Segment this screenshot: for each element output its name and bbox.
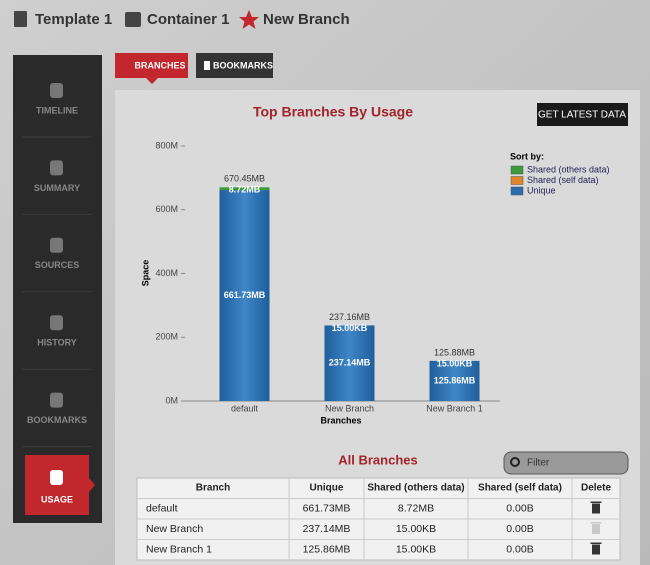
total-label: 125.88MB <box>434 347 475 357</box>
column-header: Shared (others data) <box>367 483 464 494</box>
cell: New Branch <box>146 523 203 535</box>
nav-icon <box>50 237 63 253</box>
column-header: Delete <box>581 483 611 494</box>
bar-segment <box>429 360 480 401</box>
column-header: Unique <box>310 483 344 494</box>
column-header: Shared (self data) <box>478 483 562 494</box>
legend-label[interactable]: Unique <box>527 185 556 195</box>
button[interactable] <box>537 103 628 126</box>
crumb[interactable]: Template 1 <box>35 11 112 28</box>
y-tick-label: 800M <box>155 140 178 150</box>
y-tick-label: 200M <box>155 332 178 342</box>
sidebar-items: TIMELINE SUMMARY SOURCES HISTORY BOOKMARKS US… <box>22 83 95 515</box>
crumb[interactable]: New Branch <box>263 11 350 28</box>
cell: New Branch 1 <box>146 544 212 556</box>
nav-icon <box>50 160 63 176</box>
bar-segment <box>219 190 270 401</box>
column-header: Branch <box>196 483 230 494</box>
value-label: 661.73MB <box>224 290 266 300</box>
legend-swatch <box>510 176 524 185</box>
x-tick-label: New Branch <box>325 403 374 413</box>
delete-icon-lid <box>590 542 602 544</box>
value-label: 15.00KB <box>437 358 473 368</box>
x-axis-label: Branches <box>320 415 361 425</box>
value-label: 15.00KB <box>332 323 368 333</box>
value-label: 125.86MB <box>434 375 476 385</box>
value-label: 8.72MB <box>229 185 261 195</box>
tab-pointer <box>146 78 158 84</box>
cell: 125.86MB <box>303 544 351 556</box>
nav-label[interactable]: HISTORY <box>37 338 77 348</box>
y-tick-label: 0M <box>165 395 178 405</box>
y-axis-label: Space <box>140 260 150 287</box>
cell: 15.00KB <box>396 544 436 556</box>
nav-icon <box>50 470 63 485</box>
tab-label[interactable]: BOOKMARKS <box>213 60 273 70</box>
nav-label[interactable]: BOOKMARKS <box>27 415 87 425</box>
x-tick-label: default <box>231 403 259 413</box>
nav-icon <box>50 392 63 408</box>
legend-title: Sort by: <box>510 151 544 161</box>
legend-label[interactable]: Shared (others data) <box>527 164 610 174</box>
filter-placeholder[interactable]: Filter <box>527 458 550 469</box>
cell: 0.00B <box>506 544 533 556</box>
cell: 15.00KB <box>396 523 436 535</box>
legend-label[interactable]: Shared (self data) <box>527 175 599 185</box>
cell: default <box>146 503 178 515</box>
table-title: All Branches <box>338 452 417 467</box>
tab-label[interactable]: BRANCHES <box>134 60 185 70</box>
delete-icon[interactable] <box>592 524 600 534</box>
legend-swatch <box>510 186 524 196</box>
nav-label[interactable]: SOURCES <box>35 260 80 270</box>
legend-swatch <box>510 165 524 175</box>
crumb[interactable]: Container 1 <box>147 11 230 28</box>
nav-label[interactable]: USAGE <box>41 494 73 504</box>
bar-segment <box>324 325 375 401</box>
chart-title: Top Branches By Usage <box>253 104 413 120</box>
nav-icon <box>50 315 63 331</box>
value-label: 237.14MB <box>329 358 371 368</box>
nav-label[interactable]: SUMMARY <box>34 183 80 193</box>
y-tick-label: 600M <box>155 204 178 214</box>
search-icon <box>510 457 520 467</box>
chart: 0M 200M 400M 600M 800M 661.73MB 8.72MB670.45MB… <box>155 140 609 413</box>
tab-active[interactable] <box>115 53 188 78</box>
delete-icon-lid <box>590 522 602 524</box>
cell: 8.72MB <box>398 503 434 515</box>
nav-icon <box>50 83 63 98</box>
doc-icon <box>14 11 27 27</box>
delete-icon[interactable] <box>592 503 600 514</box>
bar-segment <box>219 187 270 191</box>
breadcrumb: Template 1 Container 1 New Branch <box>14 10 350 29</box>
nav-pointer <box>89 478 95 492</box>
delete-icon[interactable] <box>592 544 600 555</box>
cell: 0.00B <box>506 503 533 515</box>
total-label: 670.45MB <box>224 174 265 184</box>
sidebar <box>13 55 102 523</box>
cell: 0.00B <box>506 523 533 535</box>
y-tick-label: 400M <box>155 268 178 278</box>
total-label: 237.16MB <box>329 312 370 322</box>
nav-label[interactable]: TIMELINE <box>36 105 78 115</box>
button-label[interactable]: GET LATEST DATA <box>538 110 626 121</box>
cell: 661.73MB <box>303 503 351 515</box>
star-icon <box>239 10 259 29</box>
x-tick-label: New Branch 1 <box>426 403 483 413</box>
table: Branch Unique Shared (others data) Shared (… <box>136 477 621 561</box>
delete-icon-lid <box>590 501 602 503</box>
tab-icon <box>204 61 210 70</box>
box-icon <box>125 12 141 27</box>
filter-input[interactable] <box>503 451 629 475</box>
cell: 237.14MB <box>303 523 351 535</box>
